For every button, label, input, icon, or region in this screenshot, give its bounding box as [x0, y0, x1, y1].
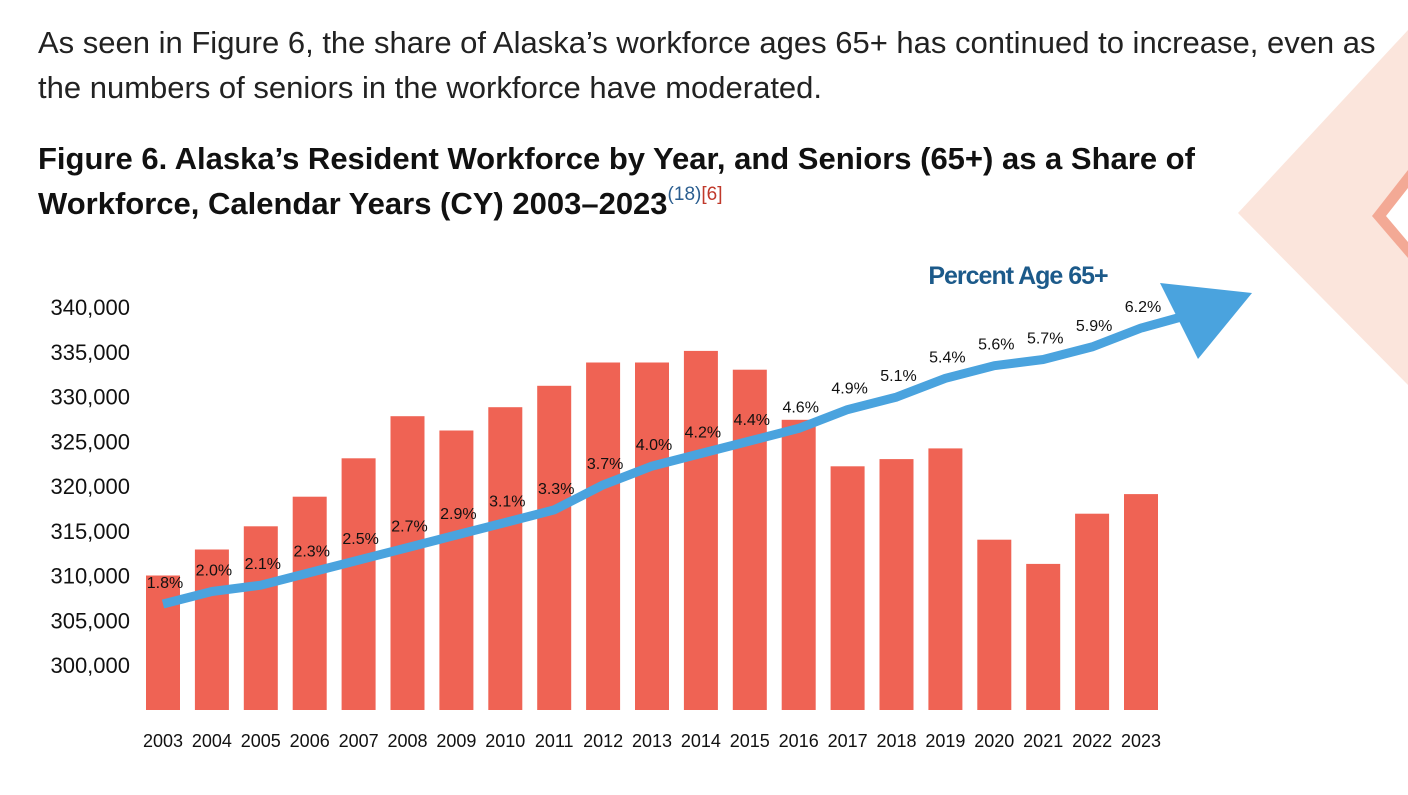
x-tick-label: 2005: [241, 731, 281, 751]
x-tick-label: 2006: [290, 731, 330, 751]
y-tick-label: 300,000: [50, 653, 130, 678]
y-tick-label: 315,000: [50, 519, 130, 544]
bar-2023: [1124, 494, 1158, 710]
arrow-head-icon: [1160, 283, 1252, 359]
percent-data-label: 2.0%: [196, 563, 232, 580]
bar-2003: [146, 575, 180, 710]
percent-data-label: 4.9%: [831, 381, 867, 398]
figure-title-text: Figure 6. Alaska’s Resident Workforce by…: [38, 141, 1195, 221]
y-tick-label: 330,000: [50, 385, 130, 410]
y-tick-label: 320,000: [50, 474, 130, 499]
bar-2005: [243, 526, 278, 710]
x-tick-label: 2019: [925, 731, 965, 751]
x-tick-label: 2022: [1072, 731, 1112, 751]
x-tick-label: 2011: [535, 731, 574, 751]
percent-data-label: 2.3%: [293, 544, 329, 561]
percent-data-label: 6.2%: [1125, 299, 1161, 316]
bar-2011: [537, 385, 572, 710]
bar-2015: [732, 369, 767, 710]
x-tick-label: 2009: [436, 731, 476, 751]
footnote-link-6[interactable]: [6]: [701, 184, 723, 205]
intro-paragraph: As seen in Figure 6, the share of Alaska…: [38, 25, 1376, 105]
bar-2013: [635, 362, 669, 710]
bar-2016: [781, 419, 816, 710]
percent-data-label: 3.3%: [538, 481, 574, 498]
percent-data-label: 2.9%: [440, 506, 476, 523]
bar-2021: [1026, 563, 1061, 710]
percent-data-label: 5.6%: [978, 337, 1014, 354]
x-tick-label: 2008: [387, 731, 427, 751]
x-tick-label: 2012: [583, 731, 623, 751]
y-tick-label: 340,000: [50, 295, 130, 320]
bar-2006: [292, 496, 327, 710]
y-tick-label: 310,000: [50, 564, 130, 589]
y-tick-label: 335,000: [50, 340, 130, 365]
bar-2004: [194, 549, 229, 710]
x-tick-label: 2021: [1023, 731, 1063, 751]
bar-2014: [683, 350, 718, 710]
x-tick-label: 2007: [339, 731, 379, 751]
bar-2019: [928, 448, 963, 710]
percent-data-label: 4.2%: [685, 425, 721, 442]
percent-data-label: 3.1%: [489, 494, 525, 511]
x-tick-label: 2013: [632, 731, 672, 751]
figure-title: Figure 6. Alaska’s Resident Workforce by…: [38, 136, 1288, 226]
percent-data-label: 5.9%: [1076, 318, 1112, 335]
bar-2008: [390, 416, 425, 710]
x-tick-label: 2010: [485, 731, 525, 751]
x-tick-label: 2023: [1121, 731, 1161, 751]
bar-2012: [586, 362, 621, 710]
bar-2020: [977, 539, 1012, 710]
bar-2010: [488, 407, 523, 710]
x-tick-label: 2017: [828, 731, 868, 751]
percent-data-label: 2.1%: [245, 556, 281, 573]
percent-data-label: 4.0%: [636, 437, 672, 454]
y-tick-label: 305,000: [50, 608, 130, 633]
footnote-link-18[interactable]: (18): [667, 184, 702, 205]
percent-data-label: 1.8%: [147, 575, 183, 592]
decorative-diamond-graphic: [1238, 30, 1408, 385]
bar-2017: [830, 466, 865, 710]
y-tick-label: 325,000: [50, 429, 130, 454]
x-tick-label: 2016: [779, 731, 819, 751]
x-tick-label: 2004: [192, 731, 232, 751]
percent-data-label: 2.7%: [391, 519, 427, 536]
percent-65-line: [161, 309, 1194, 609]
x-tick-label: 2014: [681, 731, 721, 751]
percent-data-label: 5.1%: [880, 368, 916, 385]
percent-data-label: 4.4%: [734, 412, 770, 429]
percent-data-label: 3.7%: [587, 456, 623, 473]
x-tick-label: 2020: [974, 731, 1014, 751]
bar-2007: [341, 458, 376, 710]
percent-data-label: 5.7%: [1027, 331, 1063, 348]
x-tick-label: 2003: [143, 731, 183, 751]
percent-data-label: 4.6%: [782, 399, 818, 416]
percent-data-label: 5.4%: [929, 349, 965, 366]
x-tick-label: 2018: [876, 731, 916, 751]
bar-2009: [439, 430, 474, 710]
line-series-title: Percent Age 65+: [928, 262, 1108, 290]
percent-data-label: 2.5%: [342, 531, 378, 548]
bar-2022: [1075, 513, 1110, 710]
bar-2018: [879, 459, 914, 710]
x-tick-label: 2015: [730, 731, 770, 751]
